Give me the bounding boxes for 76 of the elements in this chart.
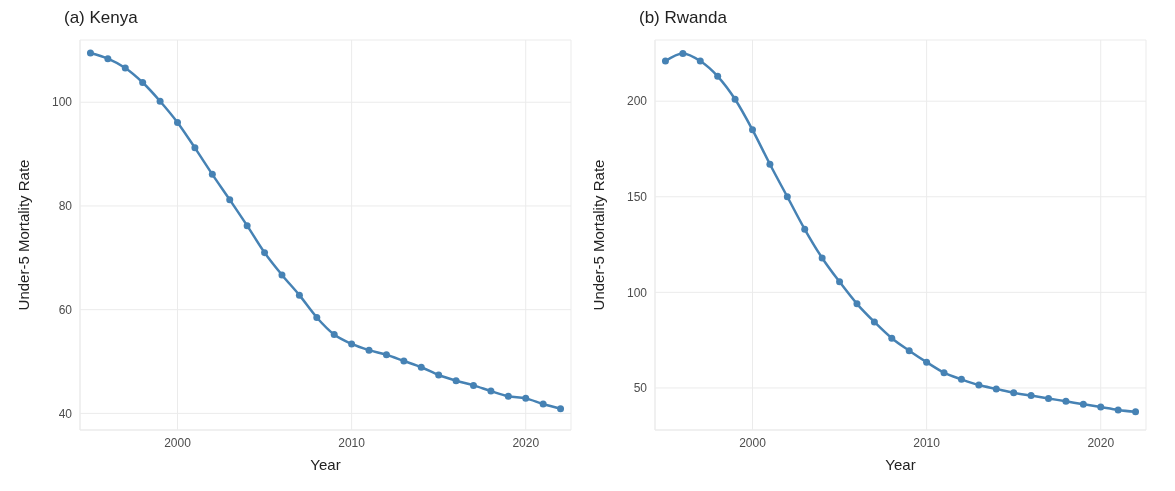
point xyxy=(661,57,669,65)
point xyxy=(452,377,460,385)
point xyxy=(679,49,687,57)
point xyxy=(783,193,791,201)
point xyxy=(86,49,94,57)
x-tick-label: 2000 xyxy=(739,435,767,450)
point xyxy=(400,357,408,365)
y-tick-label: 50 xyxy=(633,381,648,396)
point xyxy=(382,351,390,359)
point xyxy=(139,79,147,87)
x-tick-label: 2000 xyxy=(164,435,192,450)
point xyxy=(1114,406,1122,414)
point xyxy=(1079,400,1087,408)
point xyxy=(1132,408,1140,416)
point xyxy=(121,64,129,72)
point xyxy=(417,363,425,371)
point xyxy=(104,55,112,63)
point xyxy=(243,222,251,230)
x-tick-label: 2010 xyxy=(913,435,941,450)
x-axis-title: Year xyxy=(885,456,916,473)
point xyxy=(487,387,495,395)
point xyxy=(905,347,913,355)
y-tick-label: 40 xyxy=(58,406,73,421)
point xyxy=(1062,397,1070,405)
point xyxy=(278,271,286,279)
x-tick-label: 2020 xyxy=(512,435,540,450)
point xyxy=(1027,392,1035,400)
y-tick-label: 100 xyxy=(626,285,648,300)
point xyxy=(435,371,443,379)
point xyxy=(174,118,181,126)
point xyxy=(870,318,878,326)
point xyxy=(731,95,739,103)
point xyxy=(226,196,234,204)
point xyxy=(156,97,164,105)
point xyxy=(923,358,931,366)
point xyxy=(992,385,1000,393)
point xyxy=(539,400,547,408)
point xyxy=(696,57,704,65)
point xyxy=(1045,394,1052,402)
point xyxy=(749,126,756,134)
point xyxy=(522,394,530,402)
point xyxy=(836,278,844,286)
x-tick-label: 2010 xyxy=(338,435,366,450)
point xyxy=(504,392,512,400)
point xyxy=(940,369,948,377)
chart-title: (b) Rwanda xyxy=(639,8,728,29)
point xyxy=(557,405,565,413)
point xyxy=(365,346,373,354)
y-tick-label: 60 xyxy=(58,302,73,317)
point xyxy=(208,170,216,178)
y-axis-title: Under-5 Mortality Rate xyxy=(590,159,608,311)
point xyxy=(766,160,774,168)
point xyxy=(1097,403,1105,411)
point xyxy=(313,313,321,321)
y-tick-label: 200 xyxy=(626,94,648,109)
point xyxy=(1010,389,1018,397)
point xyxy=(801,225,809,233)
point xyxy=(470,381,477,389)
point xyxy=(818,254,826,262)
x-axis-title: Year xyxy=(310,456,341,473)
chart-title: (a) Kenya xyxy=(64,8,139,29)
point xyxy=(295,291,303,299)
y-axis-title: Under-5 Mortality Rate xyxy=(15,159,33,311)
point xyxy=(191,144,199,152)
point xyxy=(348,340,356,348)
point xyxy=(330,331,338,339)
point xyxy=(975,381,983,389)
point xyxy=(957,375,965,383)
point xyxy=(261,249,269,257)
x-tick-label: 2020 xyxy=(1087,435,1115,450)
y-tick-label: 150 xyxy=(626,190,648,205)
point xyxy=(714,72,722,80)
y-tick-label: 80 xyxy=(58,199,73,214)
point xyxy=(853,300,861,308)
y-tick-label: 100 xyxy=(51,95,73,110)
point xyxy=(888,334,896,342)
